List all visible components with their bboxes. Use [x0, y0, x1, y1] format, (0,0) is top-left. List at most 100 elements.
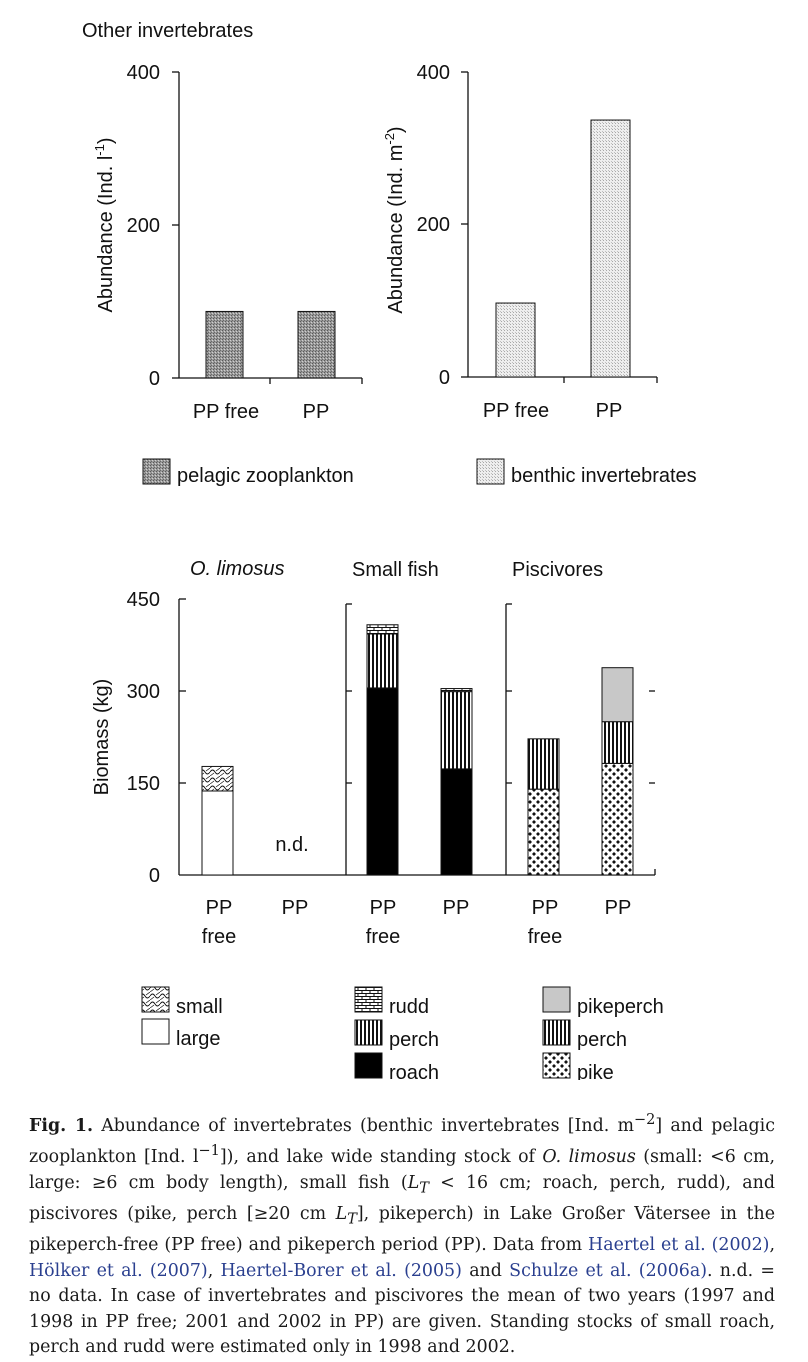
- bar-o-limosus-small-pp-free: [201, 765, 234, 792]
- reference-link-schulze-2006a[interactable]: Schulze et al. (2006a): [509, 1260, 707, 1281]
- bar-piscivores-pikeperch-pp: [601, 667, 634, 723]
- caption-species-name: O. limosus: [542, 1147, 636, 1168]
- legend-label-perch: perch: [577, 1029, 627, 1051]
- caption-text: Abundance of invertebrates (benthic inve…: [93, 1115, 634, 1136]
- caption-symbol-sub: T: [347, 1211, 357, 1228]
- caption-symbol: L: [407, 1172, 420, 1193]
- x-tick-label: PP: [605, 897, 632, 919]
- y-tick-label: 0: [149, 865, 160, 887]
- caption-text: ]), and lake wide standing stock of: [219, 1147, 543, 1168]
- legend-swatch-perch: [354, 1019, 383, 1046]
- y-tick-label: 300: [127, 681, 160, 703]
- bar-small-fish-rudd-pp: [440, 688, 473, 693]
- y-axis-label-end: ): [95, 137, 117, 144]
- bar-small-fish-roach-pp: [440, 768, 473, 876]
- bar-pelagic-zooplankton-pp: [297, 310, 336, 379]
- panel-title-o-limosus: O. limosus: [190, 558, 284, 580]
- legend-swatch-pike: [542, 1052, 571, 1079]
- legend-label-pike: pike: [577, 1062, 614, 1080]
- panel-title-piscivores: Piscivores: [512, 559, 603, 581]
- panel-title-other-invertebrates: Other invertebrates: [82, 20, 253, 42]
- caption-text: ], pikeperch) in Lake Großer Vätersee in…: [29, 1203, 775, 1255]
- legend-swatch-perch: [542, 1019, 571, 1046]
- figure-caption: Fig. 1. Abundance of invertebrates (bent…: [29, 1108, 775, 1361]
- y-tick-label: 150: [127, 773, 160, 795]
- y-tick-label: 200: [127, 215, 160, 237]
- legend-swatch-pelagic-zooplankton: [142, 458, 171, 485]
- legend-swatch-roach: [354, 1052, 383, 1079]
- bar-piscivores-perch-pp: [601, 721, 634, 764]
- y-axis-label-sup: -2: [382, 133, 397, 145]
- bar-benthic-invertebrates-pp: [590, 119, 631, 378]
- biomass-panels: O. limosus Small fish Piscivores Biomass…: [91, 558, 664, 1080]
- caption-symbol-sub: T: [419, 1180, 429, 1197]
- caption-text: (small: <6 cm, large: ≥6 cm body length)…: [29, 1147, 776, 1193]
- x-tick-label: PP: [303, 401, 330, 423]
- x-tick-label: PP free: [193, 401, 259, 423]
- x-tick-label: PP: [282, 897, 309, 919]
- x-tick-label: free: [202, 926, 236, 948]
- legend-label-perch: perch: [389, 1029, 439, 1051]
- y-axis-label-main: Abundance (Ind. l: [95, 156, 117, 313]
- y-tick-label: 0: [149, 368, 160, 390]
- x-tick-label: PP: [532, 897, 559, 919]
- x-tick-label: PP: [596, 400, 623, 422]
- legend-label-benthic-invertebrates: benthic invertebrates: [511, 465, 697, 487]
- caption-subscript: T: [419, 1180, 429, 1196]
- bar-piscivores-pike-pp-free: [527, 788, 560, 876]
- reference-link-haertel-borer-2005[interactable]: Haertel-Borer et al. (2005): [220, 1260, 462, 1281]
- legend-swatch-large: [141, 1018, 170, 1045]
- reference-link-haertel-2002[interactable]: Haertel et al. (2002): [588, 1234, 770, 1255]
- legend-label-pelagic-zooplankton: pelagic zooplankton: [177, 465, 354, 487]
- x-tick-label: PP: [370, 897, 397, 919]
- y-axis-label-main: Abundance (Ind. m: [385, 145, 407, 314]
- caption-text: and: [461, 1260, 510, 1281]
- y-axis-label-end: ): [385, 126, 407, 133]
- caption-symbol: L: [335, 1203, 348, 1224]
- x-tick-label: PP free: [483, 400, 549, 422]
- legend-swatch-benthic-invertebrates: [476, 458, 505, 485]
- x-tick-label: PP: [443, 897, 470, 919]
- legend-label-roach: roach: [389, 1062, 439, 1080]
- bar-small-fish-perch-pp-free: [366, 633, 399, 689]
- legend-label-small: small: [176, 996, 223, 1018]
- panel-title-small-fish: Small fish: [352, 559, 439, 581]
- y-axis-label-biomass: Biomass (kg): [91, 679, 113, 796]
- caption-text: . n.d. = no data. In case of invertebrat…: [29, 1260, 776, 1358]
- caption-text: ,: [769, 1234, 775, 1255]
- y-axis-label-zooplankton: Abundance (Ind. l-1): [92, 137, 117, 312]
- zooplankton-panel: Other invertebrates Abundance (Ind. l-1)…: [82, 20, 363, 487]
- y-tick-label: 400: [127, 62, 160, 84]
- caption-text: ,: [207, 1260, 221, 1281]
- y-tick-label: 0: [439, 367, 450, 389]
- bar-pelagic-zooplankton-pp-free: [205, 310, 244, 379]
- x-tick-label: PP: [206, 897, 233, 919]
- caption-subscript: T: [347, 1211, 357, 1227]
- bar-o-limosus-large-pp-free: [201, 790, 234, 876]
- bar-piscivores-pike-pp: [601, 762, 634, 876]
- benthic-panel: Abundance (Ind. m-2) 400 200 0 PP free P…: [382, 62, 697, 487]
- caption-text: < 16 cm; roach, perch, rudd), and pisciv…: [29, 1172, 775, 1224]
- bar-benthic-invertebrates-pp-free: [495, 302, 536, 378]
- legend-label-rudd: rudd: [389, 996, 429, 1018]
- figure: Other invertebrates Abundance (Ind. l-1)…: [82, 20, 697, 1080]
- legend-swatch-small: [141, 986, 170, 1013]
- caption-superscript: −1: [198, 1143, 220, 1160]
- legend-label-large: large: [176, 1028, 220, 1050]
- bar-piscivores-perch-pp-free: [527, 738, 560, 790]
- y-tick-label: 400: [417, 62, 450, 84]
- no-data-label: n.d.: [275, 834, 308, 856]
- bar-small-fish-rudd-pp-free: [366, 624, 399, 635]
- legend-label-pikeperch: pikeperch: [577, 996, 664, 1018]
- y-tick-label: 450: [127, 589, 160, 611]
- x-tick-label: free: [366, 926, 400, 948]
- reference-link-holker-2007[interactable]: Hölker et al. (2007): [29, 1260, 208, 1281]
- caption-figure-label: Fig. 1.: [29, 1115, 94, 1136]
- x-tick-label: free: [528, 926, 562, 948]
- caption-text: ] and pelagic zooplankton [Ind. l: [29, 1115, 775, 1168]
- bar-small-fish-roach-pp-free: [366, 687, 399, 876]
- legend-swatch-rudd: [354, 986, 383, 1013]
- caption-superscript: −2: [633, 1112, 656, 1128]
- y-axis-label-sup: -1: [92, 144, 107, 156]
- y-axis-label-benthic: Abundance (Ind. m-2): [382, 126, 407, 313]
